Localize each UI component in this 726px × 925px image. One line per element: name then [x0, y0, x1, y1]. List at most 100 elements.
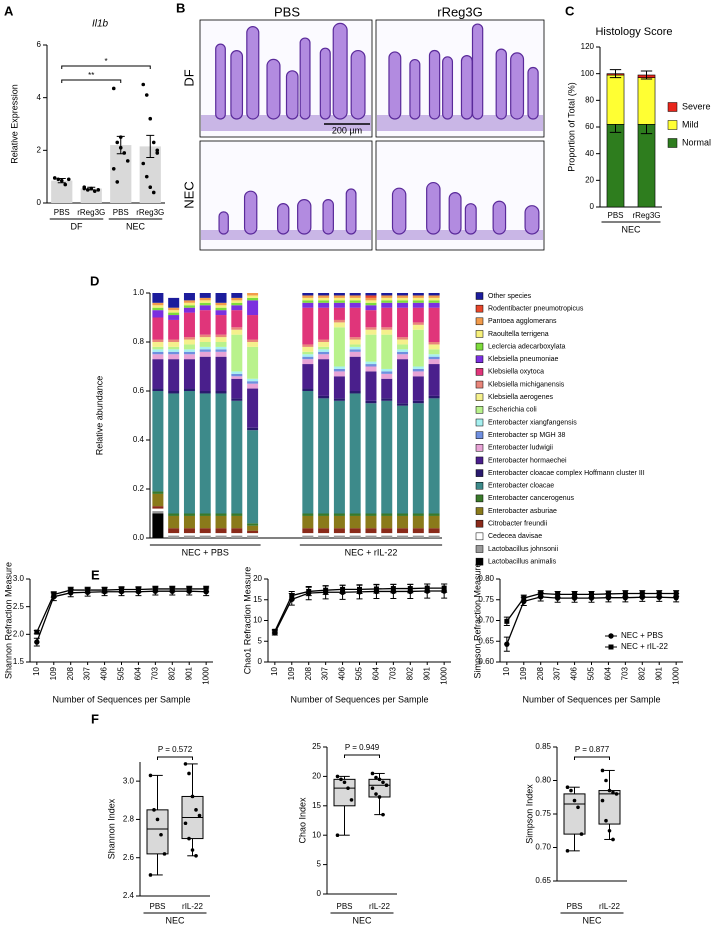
bar-segment [247, 525, 259, 531]
bar-segment [365, 305, 377, 311]
data-point [155, 148, 160, 153]
x-tick-label: 109 [287, 666, 296, 680]
bar-segment [302, 388, 314, 391]
x-tick-label: 802 [405, 666, 414, 680]
y-tick-label: 3.0 [123, 776, 135, 785]
data-point [572, 798, 577, 803]
bar-segment [397, 513, 409, 516]
y-axis-label: Relative Expression [9, 84, 19, 164]
legend-label: Enterobacter asburiae [488, 508, 557, 515]
bar-segment [302, 356, 314, 360]
data-point [111, 166, 116, 171]
x-tick-label: 505 [587, 666, 596, 680]
bar-segment [215, 302, 227, 306]
data-point [183, 762, 188, 766]
data-point [377, 777, 382, 782]
bar-segment [231, 300, 243, 303]
bar-segment [333, 515, 345, 529]
y-tick-label: 0.80 [478, 574, 494, 583]
y-axis-label: Shannon Refraction Measure [3, 562, 13, 679]
bar-segment [302, 344, 314, 347]
bar-segment [318, 533, 330, 536]
box [333, 778, 356, 807]
bar-segment [183, 300, 195, 303]
group-label: NEC + PBS [182, 547, 229, 557]
bar-segment [349, 535, 361, 538]
bar-segment [231, 535, 243, 538]
data-point [339, 777, 343, 782]
y-tick-label: 0 [317, 889, 322, 898]
legend-swatch [475, 304, 484, 313]
bar-segment [302, 354, 314, 357]
bar-segment [247, 342, 259, 347]
bar-segment [365, 515, 377, 529]
x-tick-label: 901 [422, 666, 431, 680]
bar [110, 145, 132, 203]
bar-segment [199, 297, 211, 301]
bar-segment [333, 307, 345, 320]
data-point [190, 794, 195, 799]
y-tick-label: 25 [312, 742, 321, 751]
legend-label: Citrobacter freundii [488, 521, 548, 528]
bar-segment [231, 373, 243, 377]
annotation: P = 0.949 [345, 743, 380, 752]
data-point [92, 189, 97, 193]
significance-label: ** [88, 71, 94, 80]
bar-segment [168, 312, 180, 316]
marker [135, 587, 141, 593]
marker [323, 587, 329, 593]
bar-segment [365, 361, 377, 365]
bar-segment [215, 293, 227, 303]
bar-segment [247, 530, 259, 534]
bar-segment [302, 295, 314, 298]
bar-segment [247, 300, 259, 316]
bar-segment [168, 354, 180, 360]
chart-title: Il1b [92, 19, 109, 30]
bar-segment [318, 307, 330, 340]
data-point [611, 790, 615, 795]
column-label: PBS [274, 4, 300, 19]
marker [357, 586, 362, 592]
bar-segment [349, 337, 361, 340]
legend-swatch [475, 355, 484, 363]
bar-segment [183, 349, 195, 352]
bar-segment [412, 295, 424, 298]
bar-segment [168, 346, 180, 350]
bar-segment [365, 513, 377, 516]
legend-label: Cedecea davisae [488, 533, 542, 540]
bar-segment [349, 513, 361, 516]
y-tick-label: 0.65 [478, 636, 494, 645]
data-point [335, 774, 340, 779]
bar-segment [183, 528, 195, 534]
data-point [155, 817, 160, 822]
bar-segment [302, 346, 314, 352]
bar-segment [199, 334, 211, 338]
data-point [148, 116, 153, 121]
bar-segment [247, 388, 259, 428]
bar-segment [199, 305, 211, 311]
bar-segment [412, 297, 424, 301]
bar-segment [231, 378, 243, 399]
data-point [381, 812, 385, 817]
marker [589, 591, 594, 597]
y-tick-label: 10 [312, 830, 321, 839]
annotation-bracket [574, 756, 610, 760]
data-point [162, 852, 167, 856]
legend-label: Klebsiella michiganensis [488, 381, 565, 388]
data-point [569, 788, 573, 793]
x-tick-label: PBS [149, 902, 165, 911]
bar-segment [199, 310, 211, 335]
bar-segment [168, 528, 180, 534]
villus [495, 48, 507, 120]
group-label: DF [71, 221, 83, 231]
data-point [194, 854, 198, 858]
x-tick-label: 208 [304, 666, 313, 680]
legend-swatch [475, 380, 484, 389]
bar-segment [381, 378, 393, 399]
data-point [66, 177, 71, 182]
bar-segment [168, 307, 180, 311]
bar-segment [333, 295, 345, 298]
legend-swatch [667, 138, 678, 148]
bar-segment [412, 371, 424, 377]
data-point [614, 792, 619, 796]
